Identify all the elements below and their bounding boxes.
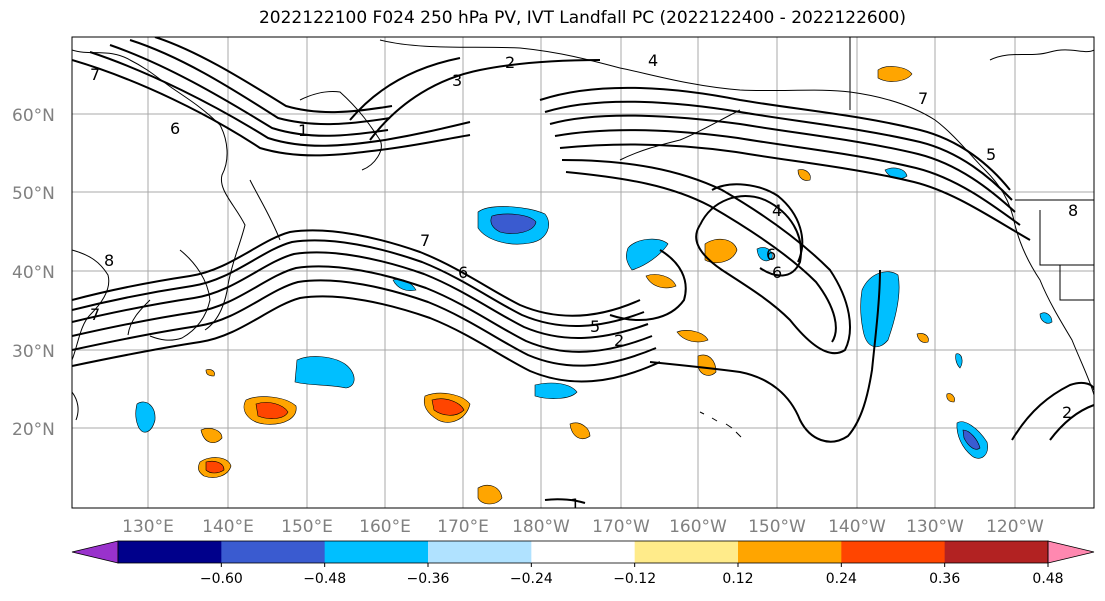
contour-label: 8 (104, 251, 114, 270)
contour-label: 6 (766, 245, 776, 264)
colorbar-segment (221, 541, 326, 563)
lon-label: 130°W (906, 517, 964, 537)
colorbar-border (117, 540, 1049, 564)
contour-label: 7 (90, 65, 100, 84)
contour-label: 4 (772, 201, 782, 220)
contour-labels: 1 2 3 4 5 6 7 8 6 6 4 7 7 2 5 6 2 8 7 1 (90, 51, 1078, 514)
contour-label: 8 (1068, 201, 1078, 220)
colorbar-tick-label: −0.48 (303, 571, 346, 587)
contour-label: 7 (90, 305, 100, 324)
colorbar-tick-label: 0.24 (826, 571, 857, 587)
lat-label-40n: 40°N (12, 263, 55, 283)
anomaly-fills (135, 66, 1053, 505)
contour-label: 2 (1062, 403, 1072, 422)
contour-label: 5 (590, 317, 600, 336)
colorbar-extend-low (71, 540, 119, 564)
contour-label: 2 (614, 331, 624, 350)
lon-label: 170°W (592, 517, 650, 537)
contour-label: 7 (918, 89, 928, 108)
contour-label: 5 (986, 145, 996, 164)
lon-label: 160°E (359, 517, 411, 537)
colorbar-tick-label: 0.48 (1032, 571, 1063, 587)
colorbar-segment (324, 541, 429, 563)
colorbar-tick-label: −0.60 (200, 571, 243, 587)
contour-label: 3 (452, 71, 462, 90)
contour-label: 1 (298, 121, 308, 140)
contour-label: 1 (570, 495, 580, 514)
colorbar-tick-label: 0.12 (722, 571, 753, 587)
colorbar-segment (118, 541, 222, 563)
lon-label: 150°W (748, 517, 806, 537)
colorbar-tick-label: −0.24 (510, 571, 553, 587)
pv-contours (72, 37, 1094, 504)
lat-label-50n: 50°N (12, 184, 55, 204)
contour-label: 6 (772, 263, 782, 282)
colorbar-tick-label: −0.12 (613, 571, 656, 587)
lon-label: 140°E (202, 517, 254, 537)
contour-label: 7 (420, 231, 430, 250)
colorbar-segment (428, 541, 532, 563)
colorbar-segment (531, 541, 636, 563)
contour-label: 6 (458, 263, 468, 282)
colorbar-extend-high (1047, 540, 1095, 564)
lat-label-20n: 20°N (12, 420, 55, 440)
lon-label: 180°W (512, 517, 570, 537)
colorbar: −0.60 −0.48 −0.36 −0.24 −0.12 0.12 0.24 0.36 0.4… (71, 540, 1095, 587)
contour-label: 2 (505, 53, 515, 72)
colorbar-tick-label: 0.36 (929, 571, 960, 587)
lon-label: 150°E (281, 517, 333, 537)
map-border (71, 36, 1095, 509)
contour-label: 4 (648, 51, 658, 70)
lon-label: 140°W (828, 517, 886, 537)
colorbar-segment (841, 541, 946, 563)
contour-label: 6 (170, 119, 180, 138)
colorbar-segment (634, 541, 739, 563)
lat-label-60n: 60°N (12, 106, 55, 126)
lat-label-30n: 30°N (12, 342, 55, 362)
map-title: 2022122100 F024 250 hPa PV, IVT Landfall… (258, 8, 906, 28)
lon-label: 160°W (669, 517, 727, 537)
colorbar-tick-label: −0.36 (407, 571, 450, 587)
lon-label: 170°E (437, 517, 489, 537)
lon-label: 130°E (122, 517, 174, 537)
lon-label: 120°W (986, 517, 1044, 537)
colorbar-segment (944, 541, 1049, 563)
latitude-labels: 60°N 50°N 40°N 30°N 20°N (12, 106, 55, 440)
colorbar-segment (738, 541, 842, 563)
longitude-labels: 130°E 140°E 150°E 160°E 170°E 180°W 170°… (122, 517, 1044, 537)
